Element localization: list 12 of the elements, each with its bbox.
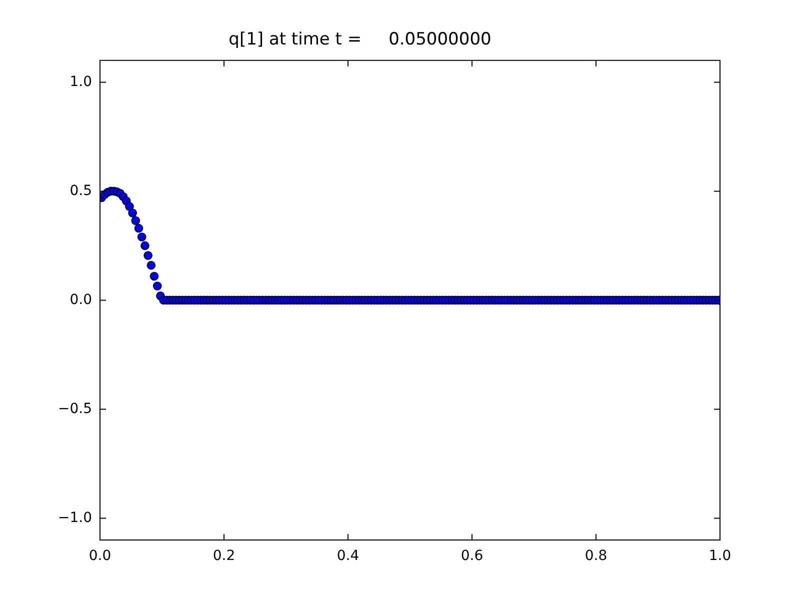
- y-tick-label: 0.5: [70, 182, 92, 199]
- x-tick-label: 0.0: [88, 548, 112, 564]
- y-tick-label: 1.0: [70, 74, 92, 90]
- x-tick-label: 0.2: [212, 548, 236, 564]
- x-tick-label: 0.8: [584, 548, 608, 564]
- x-tick-label: 0.6: [460, 548, 484, 564]
- y-tick-label: 0.0: [70, 292, 92, 308]
- chart-title: q[1] at time t = 0.05000000: [228, 30, 492, 50]
- y-tick-label: −1.0: [58, 510, 92, 526]
- x-tick-label: 1.0: [708, 548, 732, 564]
- y-tick-label: −0.5: [58, 400, 92, 417]
- x-tick-label: 0.4: [336, 548, 360, 564]
